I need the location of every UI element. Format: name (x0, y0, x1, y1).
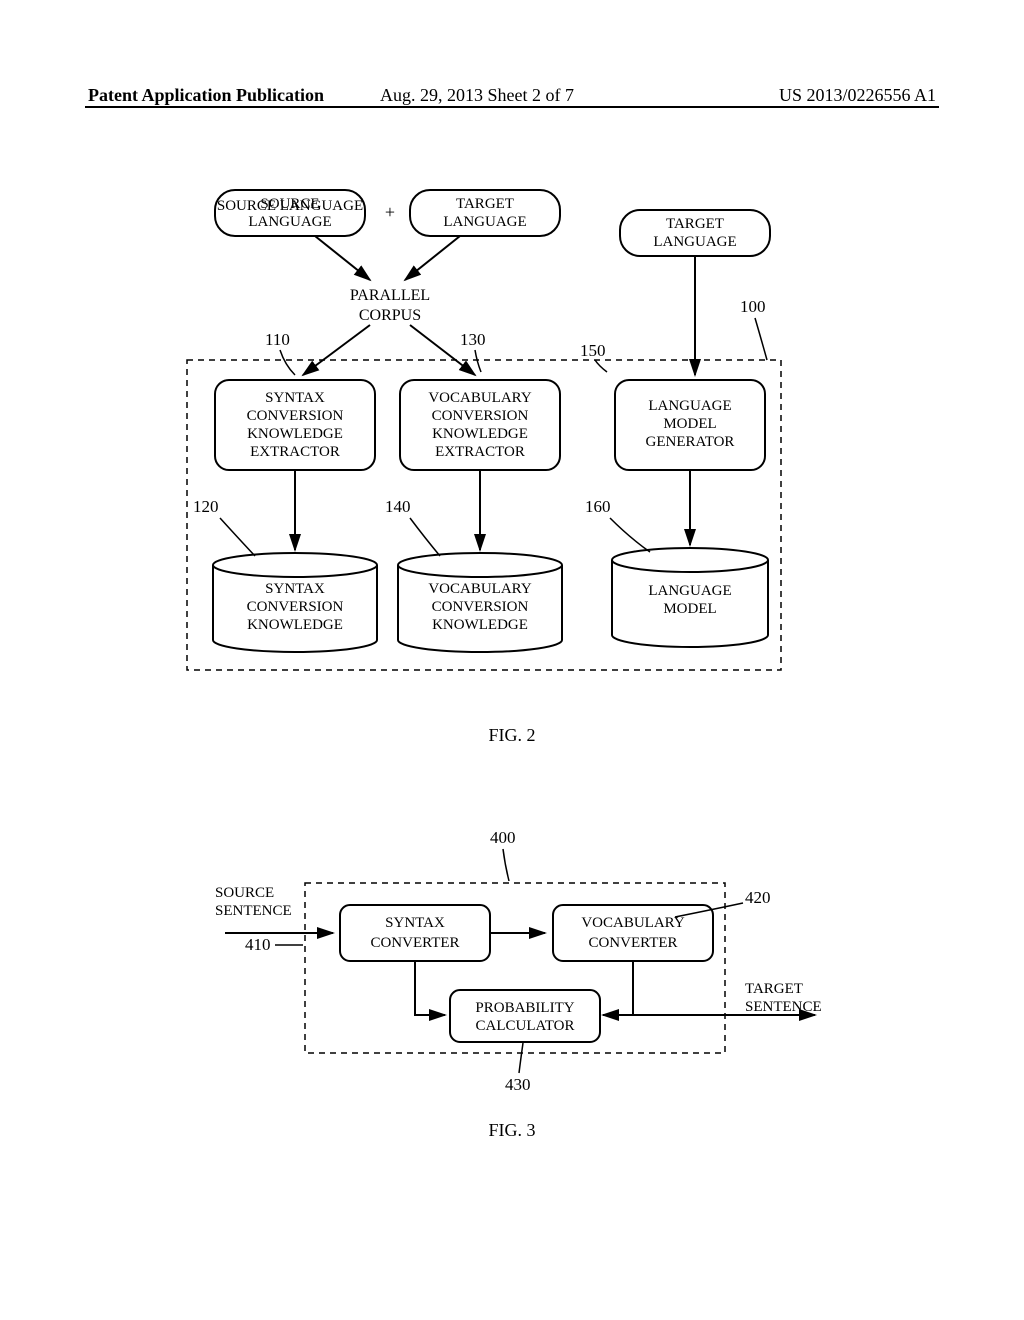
label-430: 430 (505, 1075, 531, 1094)
prob-calc-l2: CALCULATOR (476, 1018, 575, 1034)
header-sheet: Aug. 29, 2013 Sheet 2 of 7 (380, 85, 574, 106)
label-100: 100 (740, 297, 766, 316)
cyl-120-l1: SYNTAX (265, 581, 325, 597)
parallel-corpus-line2: CORPUS (359, 307, 421, 324)
figure-2: SOURCE LANGUAGE SOURCE LANGUAGE + TARGET… (185, 180, 945, 710)
syntax-converter-l2: CONVERTER (370, 935, 459, 951)
source-language-line2: LANGUAGE (248, 214, 331, 230)
box-110-l3: KNOWLEDGE (247, 426, 343, 442)
target-language-right-line2: LANGUAGE (653, 234, 736, 250)
target-language-right-line1: TARGET (666, 216, 724, 232)
target-language-top-line2: LANGUAGE (443, 214, 526, 230)
cyl-160-l2: MODEL (663, 601, 716, 617)
cyl-140-l3: KNOWLEDGE (432, 617, 528, 633)
box-110-syntax-extractor: SYNTAX CONVERSION KNOWLEDGE EXTRACTOR (215, 380, 375, 470)
plus-sign: + (385, 202, 395, 222)
figure-3-caption: FIG. 3 (0, 1120, 1024, 1141)
arrow-target-to-corpus (405, 236, 460, 280)
prob-calc-l1: PROBABILITY (475, 1000, 574, 1016)
figure-3: 400 SOURCE SENTENCE 410 420 SYNTAX CONVE… (205, 825, 885, 1105)
box-150-lang-model-gen: LANGUAGE MODEL GENERATOR (615, 380, 765, 470)
header-publication: Patent Application Publication (88, 85, 324, 106)
box-110-l4: EXTRACTOR (250, 444, 340, 460)
box-430-prob-calc: PROBABILITY CALCULATOR (450, 990, 600, 1042)
label-150: 150 (580, 341, 606, 360)
cyl-140-l2: CONVERSION (432, 599, 529, 615)
leader-430 (519, 1043, 523, 1073)
box-130-l3: KNOWLEDGE (432, 426, 528, 442)
label-120: 120 (193, 497, 219, 516)
syntax-converter-l1: SYNTAX (385, 915, 445, 931)
cyl-140-l1: VOCABULARY (428, 581, 532, 597)
source-sentence-l1: SOURCE (215, 885, 274, 901)
arrow-410-to-430 (415, 961, 445, 1015)
box-410-syntax-converter: SYNTAX CONVERTER (340, 905, 490, 961)
target-language-top-line1: TARGET (456, 196, 514, 212)
box-110-l1: SYNTAX (265, 390, 325, 406)
label-140: 140 (385, 497, 411, 516)
parallel-corpus-line1: PARALLEL (350, 287, 430, 304)
label-160: 160 (585, 497, 611, 516)
label-420: 420 (745, 888, 771, 907)
box-150-l1: LANGUAGE (648, 398, 731, 414)
leader-400 (503, 849, 509, 881)
vocab-converter-l1: VOCABULARY (581, 915, 685, 931)
leader-150 (595, 360, 607, 372)
box-130-l1: VOCABULARY (428, 390, 532, 406)
leader-140 (410, 518, 440, 556)
header-docnumber: US 2013/0226556 A1 (779, 85, 936, 106)
cylinder-120: SYNTAX CONVERSION KNOWLEDGE (213, 553, 377, 652)
box-130-vocab-extractor: VOCABULARY CONVERSION KNOWLEDGE EXTRACTO… (400, 380, 560, 470)
cylinder-140: VOCABULARY CONVERSION KNOWLEDGE (398, 553, 562, 652)
arrow-corpus-to-110 (303, 325, 370, 375)
header-rule (85, 106, 939, 108)
box-110-l2: CONVERSION (247, 408, 344, 424)
source-sentence-l2: SENTENCE (215, 903, 292, 919)
leader-130 (475, 350, 481, 372)
label-130: 130 (460, 330, 486, 349)
cylinder-160: LANGUAGE MODEL (612, 548, 768, 647)
target-sentence-l1: TARGET (745, 981, 803, 997)
arrow-420-to-430 (603, 961, 633, 1015)
vocab-converter-l2: CONVERTER (588, 935, 677, 951)
cyl-120-l2: CONVERSION (247, 599, 344, 615)
label-400: 400 (490, 828, 516, 847)
patent-page: Patent Application Publication Aug. 29, … (0, 0, 1024, 1320)
label-410: 410 (245, 935, 271, 954)
leader-120 (220, 518, 255, 556)
box-130-l2: CONVERSION (432, 408, 529, 424)
leader-160 (610, 518, 650, 552)
cyl-120-l3: KNOWLEDGE (247, 617, 343, 633)
label-110: 110 (265, 330, 290, 349)
figure-2-caption: FIG. 2 (0, 725, 1024, 746)
box-130-l4: EXTRACTOR (435, 444, 525, 460)
arrow-source-to-corpus (315, 236, 370, 280)
leader-100 (755, 318, 767, 360)
leader-110 (280, 350, 295, 375)
target-sentence-l2: SENTENCE (745, 999, 822, 1015)
box-150-l3: GENERATOR (646, 434, 735, 450)
cyl-160-l1: LANGUAGE (648, 583, 731, 599)
source-language-line1: SOURCE (260, 196, 319, 212)
box-420-vocab-converter: VOCABULARY CONVERTER (553, 905, 713, 961)
box-150-l2: MODEL (663, 416, 716, 432)
